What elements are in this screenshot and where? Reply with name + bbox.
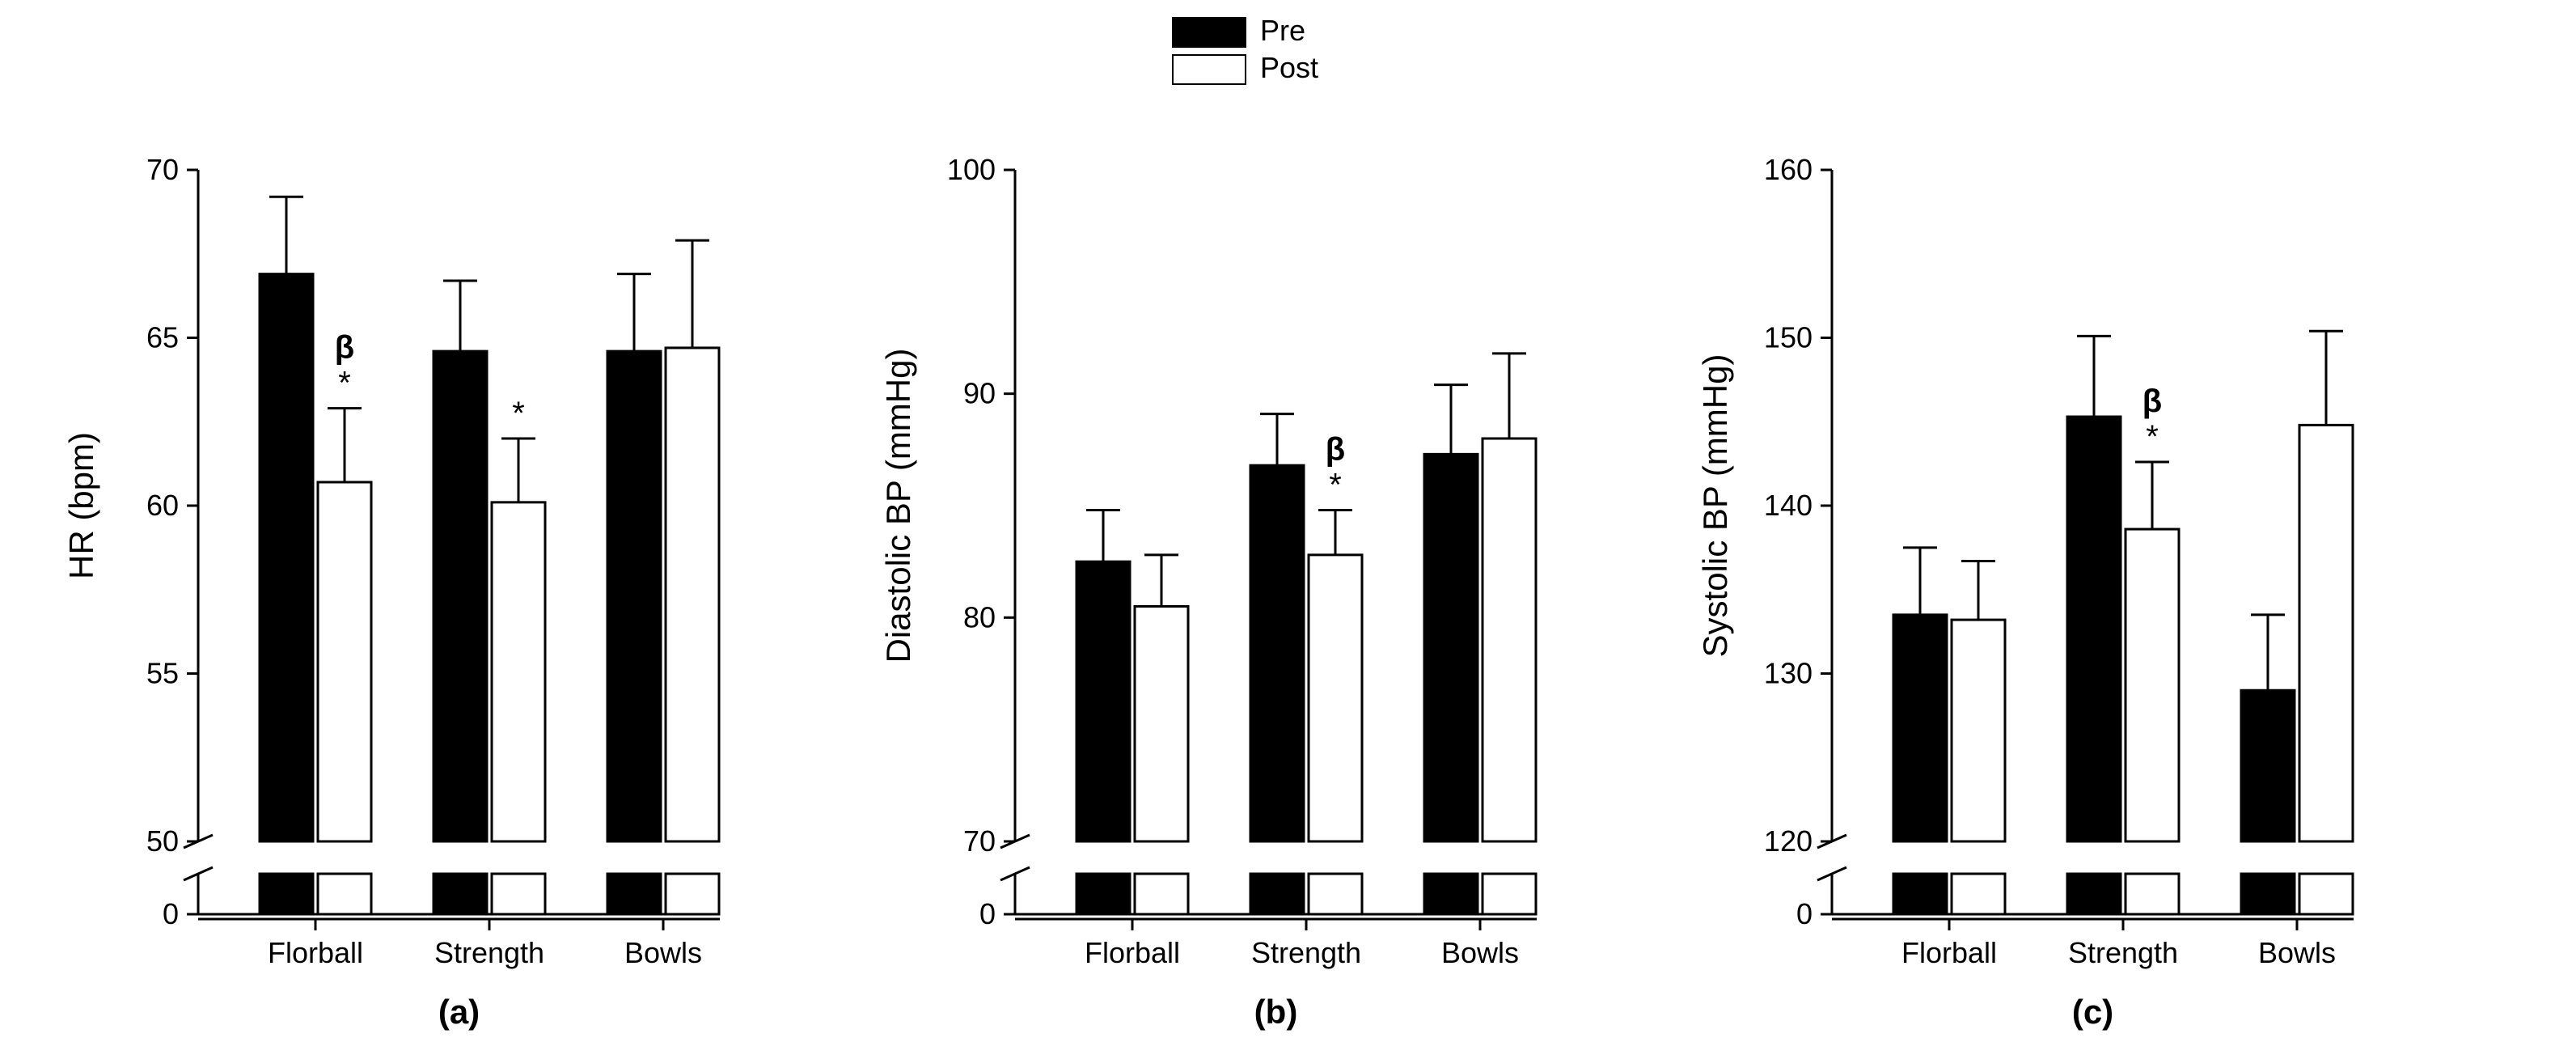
bar-a-0-post — [318, 482, 371, 841]
ytick-label-80: 80 — [963, 600, 996, 633]
bar-stub-c-0-pre — [1893, 874, 1947, 914]
panel-sublabel-a: (a) — [438, 993, 480, 1031]
legend-label-post: Post — [1260, 51, 1318, 84]
annotation-b-1-post-beta: β — [1326, 432, 1345, 468]
legend-label-pre: Pre — [1260, 14, 1305, 47]
ytick-label-50: 50 — [146, 824, 179, 858]
bar-stub-a-2-post — [666, 874, 719, 914]
annotation-a-0-post-star: * — [338, 366, 351, 401]
bar-stub-b-1-post — [1309, 874, 1362, 914]
ytick-label-150: 150 — [1764, 321, 1813, 354]
bar-stub-a-2-pre — [607, 874, 661, 914]
ytick-label-0: 0 — [1796, 897, 1813, 930]
annotation-a-1-post-star: * — [512, 396, 525, 431]
ytick-label-130: 130 — [1764, 657, 1813, 690]
legend-swatch-pre — [1173, 18, 1246, 47]
ytick-label-120: 120 — [1764, 824, 1813, 858]
panel-sublabel-c: (c) — [2072, 993, 2113, 1031]
ytick-label-0: 0 — [163, 897, 179, 930]
figure-svg: Pre Post 0 50 55 60 65 70 HR (bpm) Florball Streng… — [0, 0, 2576, 1038]
bar-stub-a-1-post — [492, 874, 545, 914]
y-axis-label: HR (bpm) — [62, 432, 100, 579]
annotation-c-1-post-star: * — [2146, 419, 2159, 455]
bar-c-2-pre — [2241, 690, 2295, 841]
ytick-label-100: 100 — [947, 153, 996, 186]
bar-a-2-pre — [607, 351, 661, 841]
bar-stub-a-0-pre — [260, 874, 313, 914]
bar-stub-c-2-post — [2299, 874, 2353, 914]
category-label-1: Strength — [2068, 936, 2178, 969]
bar-b-2-pre — [1424, 454, 1478, 841]
bar-a-1-pre — [434, 351, 487, 841]
legend: Pre Post — [1173, 14, 1318, 84]
panel-c: 0 120 130 140 150 160 Systolic BP (mmHg) Florba… — [1696, 153, 2354, 1031]
bar-a-1-post — [492, 502, 545, 841]
legend-swatch-post — [1173, 55, 1246, 84]
ytick-label-55: 55 — [146, 657, 179, 690]
bar-b-1-pre — [1250, 465, 1304, 841]
bar-stub-a-1-pre — [434, 874, 487, 914]
bar-a-2-post — [666, 348, 719, 841]
bar-stub-b-2-post — [1483, 874, 1536, 914]
y-axis-label: Diastolic BP (mmHg) — [879, 349, 917, 663]
annotation-c-1-post-beta: β — [2142, 383, 2162, 419]
ytick-label-70: 70 — [146, 153, 179, 186]
bar-c-0-post — [1952, 620, 2005, 841]
bar-b-2-post — [1483, 439, 1536, 841]
bar-b-0-pre — [1077, 561, 1130, 841]
category-label-2: Bowls — [1441, 936, 1519, 969]
category-label-0: Florball — [1901, 936, 1997, 969]
bar-stub-b-2-pre — [1424, 874, 1478, 914]
panel-sublabel-b: (b) — [1254, 993, 1298, 1031]
ytick-label-65: 65 — [146, 321, 179, 354]
bar-c-2-post — [2299, 425, 2353, 841]
y-axis-label: Systolic BP (mmHg) — [1696, 354, 1734, 658]
bar-stub-c-0-post — [1952, 874, 2005, 914]
ytick-label-70: 70 — [963, 824, 996, 858]
annotation-b-1-post-star: * — [1329, 468, 1342, 503]
ytick-label-160: 160 — [1764, 153, 1813, 186]
bar-a-0-pre — [260, 274, 313, 841]
category-label-1: Strength — [434, 936, 544, 969]
annotation-a-0-post-beta: β — [335, 330, 354, 366]
ytick-label-60: 60 — [146, 489, 179, 522]
bar-stub-c-2-pre — [2241, 874, 2295, 914]
bar-b-1-post — [1309, 555, 1362, 841]
panel-b: 0 70 80 90 100 Diastolic BP (mmHg) Florball Str… — [879, 153, 1537, 1031]
bar-stub-c-1-post — [2126, 874, 2179, 914]
ytick-label-140: 140 — [1764, 489, 1813, 522]
category-label-2: Bowls — [624, 936, 702, 969]
bar-stub-b-0-post — [1135, 874, 1188, 914]
ytick-label-90: 90 — [963, 377, 996, 410]
bar-b-0-post — [1135, 607, 1188, 842]
bar-stub-a-0-post — [318, 874, 371, 914]
category-label-1: Strength — [1251, 936, 1361, 969]
bar-stub-c-1-pre — [2067, 874, 2121, 914]
category-label-0: Florball — [1085, 936, 1180, 969]
bar-stub-b-1-pre — [1250, 874, 1304, 914]
category-label-0: Florball — [268, 936, 363, 969]
panel-a: 0 50 55 60 65 70 HR (bpm) Florball Strength Bowls… — [62, 153, 720, 1031]
bar-c-1-pre — [2067, 417, 2121, 841]
category-label-2: Bowls — [2258, 936, 2336, 969]
bar-c-0-pre — [1893, 615, 1947, 841]
bar-stub-b-0-pre — [1077, 874, 1130, 914]
ytick-label-0: 0 — [979, 897, 996, 930]
bar-c-1-post — [2126, 529, 2179, 841]
